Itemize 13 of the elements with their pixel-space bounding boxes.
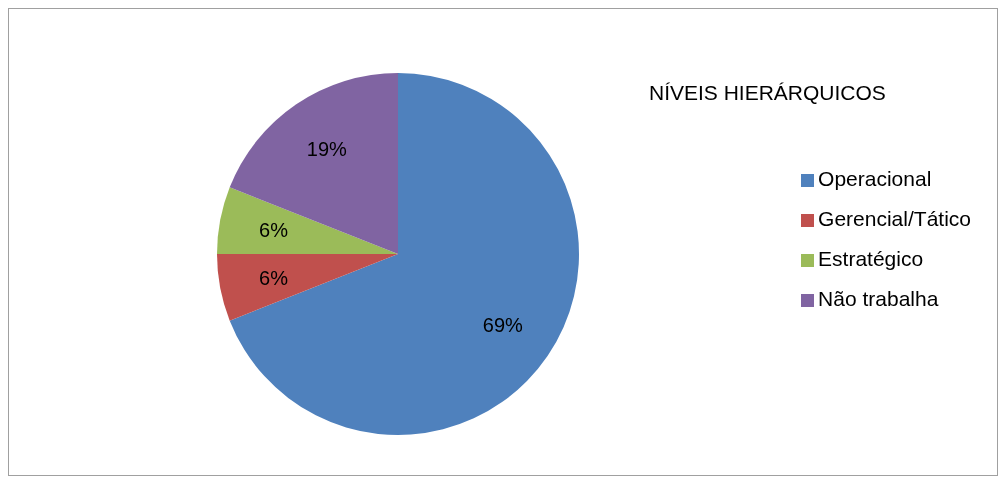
pie-slice <box>217 187 398 254</box>
legend-label: Gerencial/Tático <box>818 207 971 230</box>
data-label: 19% <box>306 138 348 161</box>
pie-slice <box>217 254 398 321</box>
data-label: 69% <box>482 314 524 337</box>
legend-label: Estratégico <box>818 247 924 270</box>
legend-label: Operacional <box>818 167 932 190</box>
chart-title: NÍVEIS HIERÁRQUICOS <box>649 81 886 105</box>
data-label: 6% <box>259 266 289 289</box>
legend-label: Não trabalha <box>818 287 939 310</box>
data-label: 6% <box>259 219 289 242</box>
pie-slice <box>229 73 398 254</box>
pie-slice <box>229 73 579 435</box>
